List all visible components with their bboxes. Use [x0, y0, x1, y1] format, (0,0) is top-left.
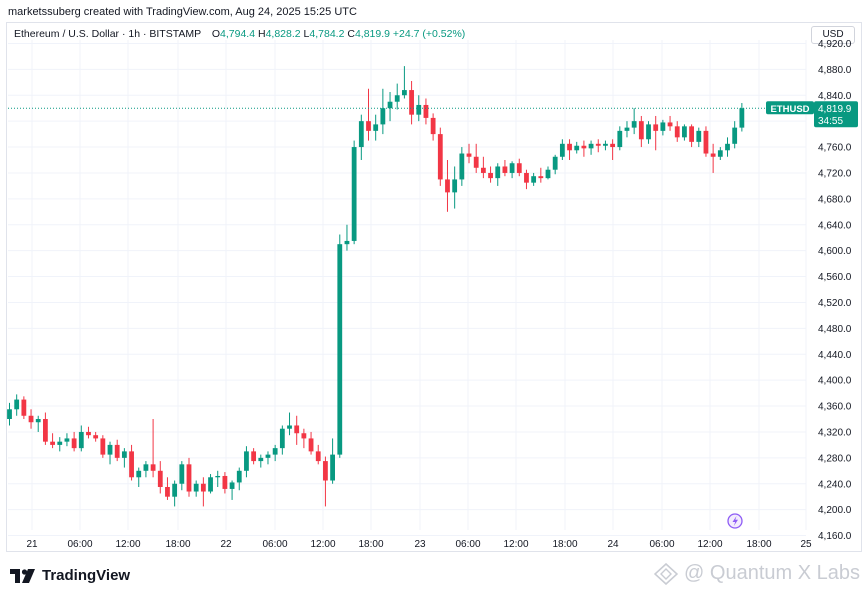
symbol-legend: Ethereum / U.S. Dollar · 1h · BITSTAMP O… [14, 28, 465, 40]
currency-selector[interactable]: USD [811, 26, 855, 44]
high-label: H [257, 28, 266, 40]
diamond-logo-icon [654, 562, 679, 585]
open-value: 4,794.4 [220, 28, 256, 40]
symbol-title[interactable]: Ethereum / U.S. Dollar · 1h · BITSTAMP [14, 28, 201, 40]
tradingview-logo-icon [10, 568, 35, 583]
tradingview-logo[interactable]: TradingView [10, 567, 130, 584]
watermark-text: @ Quantum X Labs [684, 562, 860, 584]
watermark: @ Quantum X Labs [654, 562, 860, 585]
chart-panel[interactable] [6, 22, 862, 552]
low-label: L [303, 28, 310, 40]
brand-name: TradingView [42, 567, 131, 584]
high-value: 4,828.2 [265, 28, 301, 40]
change-value: +24.7 (+0.52%) [392, 28, 466, 40]
chart-author-line: marketssuberg created with TradingView.c… [8, 6, 357, 18]
low-value: 4,784.2 [309, 28, 345, 40]
open-label: O [211, 28, 221, 40]
close-value: 4,819.9 [354, 28, 390, 40]
close-label: C [347, 28, 355, 40]
